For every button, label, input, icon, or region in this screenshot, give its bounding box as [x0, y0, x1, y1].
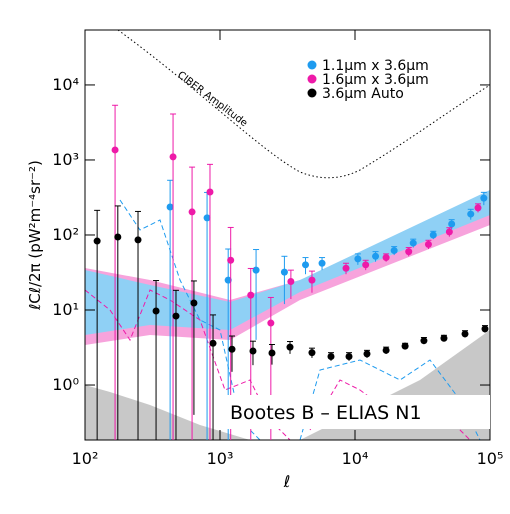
- point: [480, 194, 488, 202]
- point: [405, 248, 413, 256]
- point: [227, 256, 235, 264]
- point: [445, 228, 453, 236]
- point: [287, 277, 295, 285]
- point: [354, 255, 362, 263]
- point: [302, 261, 310, 269]
- gray-region: [85, 385, 250, 440]
- point: [401, 342, 409, 350]
- x-tick-label: 10²: [72, 449, 99, 468]
- point: [267, 319, 275, 327]
- y-tick-label: 10⁴: [52, 75, 79, 94]
- point: [440, 334, 448, 342]
- point: [114, 233, 122, 241]
- point: [424, 240, 432, 248]
- point: [166, 203, 174, 211]
- point: [345, 352, 353, 360]
- point: [308, 276, 316, 284]
- ciber-curve: [117, 30, 490, 179]
- point: [268, 349, 276, 357]
- point: [172, 312, 180, 320]
- annotation: CIBER Amplitude: [175, 70, 249, 130]
- point: [308, 349, 316, 357]
- point: [280, 268, 288, 276]
- annotation: Bootes B – ELIAS N1: [230, 402, 422, 424]
- y-tick-label: 10¹: [52, 300, 79, 319]
- x-tick-label: 10³: [207, 449, 234, 468]
- y-tick-label: 10²: [52, 225, 79, 244]
- point: [461, 330, 469, 338]
- point: [169, 153, 177, 161]
- point: [474, 204, 482, 212]
- point: [286, 343, 294, 351]
- point: [467, 210, 475, 218]
- point: [134, 236, 142, 244]
- x-tick-label: 10⁵: [477, 449, 504, 468]
- point: [206, 188, 214, 196]
- point: [390, 247, 398, 255]
- point: [429, 231, 437, 239]
- point: [481, 325, 489, 333]
- point: [111, 146, 119, 154]
- legend-label: 3.6μm Auto: [322, 86, 404, 102]
- point: [327, 352, 335, 360]
- point: [372, 252, 380, 260]
- point: [249, 347, 257, 355]
- blue-model-band: [85, 190, 490, 335]
- legend-marker: [307, 60, 317, 70]
- legend-label: 1.6μm x 3.6μm: [322, 72, 429, 88]
- x-axis-label: ℓ: [283, 472, 291, 491]
- point: [382, 254, 390, 262]
- point: [247, 291, 255, 299]
- point: [228, 345, 236, 353]
- point: [203, 214, 211, 222]
- point: [224, 276, 232, 284]
- point: [363, 350, 371, 358]
- legend-marker: [307, 74, 317, 84]
- point: [209, 339, 217, 347]
- point: [152, 307, 160, 315]
- x-tick-label: 10⁴: [342, 449, 369, 468]
- point: [190, 299, 198, 307]
- point: [188, 208, 196, 216]
- model-curves: [85, 30, 490, 440]
- point: [409, 239, 417, 247]
- point: [382, 346, 390, 354]
- point: [342, 264, 350, 272]
- point: [362, 261, 370, 269]
- y-axis-label: ℓCℓ/2π (pW²m⁻⁴sr⁻²): [26, 160, 44, 311]
- legend-label: 1.1μm x 3.6μm: [322, 58, 429, 74]
- y-tick-label: 10⁰: [52, 375, 79, 394]
- point: [318, 259, 326, 267]
- label-box: [222, 395, 490, 429]
- y-tick-label: 10³: [52, 150, 79, 169]
- point: [93, 237, 101, 245]
- point: [448, 220, 456, 228]
- point: [252, 266, 260, 274]
- legend-marker: [307, 88, 317, 98]
- point: [420, 337, 428, 345]
